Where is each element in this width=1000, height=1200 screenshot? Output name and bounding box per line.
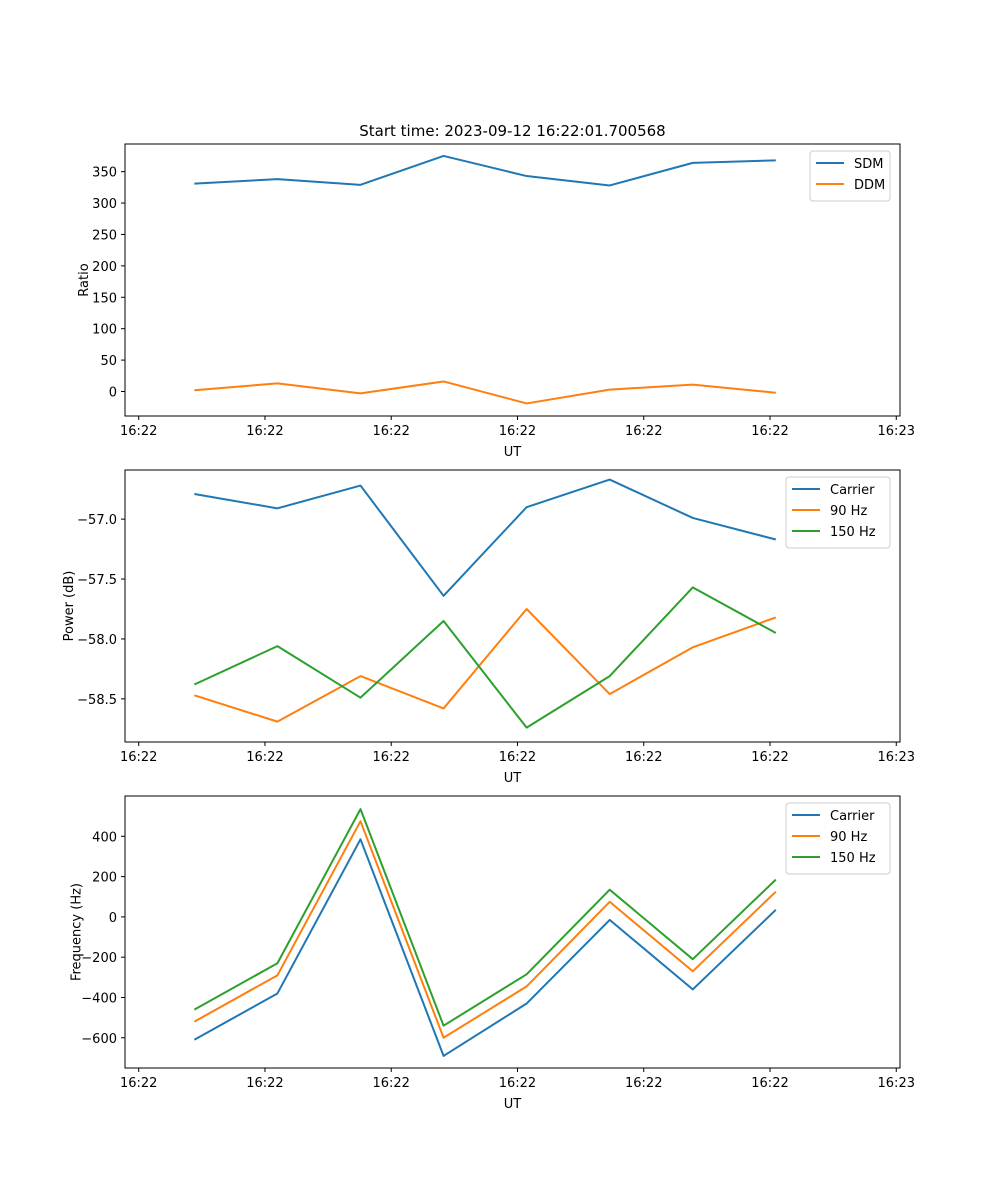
x-axis-label: UT — [504, 1097, 522, 1112]
x-tick-label: 16:22 — [499, 424, 536, 439]
chart-panel-2: 16:22 16:22 16:22 16:22 16:22 16:22 16:23 −58.5… — [62, 469, 915, 786]
x-tick-label: 16:22 — [625, 424, 662, 439]
y-tick-label: 300 — [92, 197, 117, 212]
axes-frame — [124, 469, 901, 743]
x-tick-label: 16:22 — [246, 1076, 283, 1091]
series-line-150-hz — [193, 808, 777, 1027]
series-line-carrier — [193, 838, 777, 1057]
y-tick-label: 250 — [92, 228, 117, 243]
x-tick-label: 16:22 — [625, 1076, 662, 1091]
chart-panel-1: 16:22 16:22 16:22 16:22 16:22 16:22 16:23 0 50 10… — [77, 143, 915, 460]
y-tick-label: 350 — [92, 166, 117, 181]
legend-label: Carrier — [830, 483, 875, 498]
x-tick-label: 16:23 — [878, 424, 915, 439]
y-tick-label: 0 — [109, 911, 117, 926]
x-tick-label: 16:22 — [751, 1076, 788, 1091]
panels: 16:22 16:22 16:22 16:22 16:22 16:22 16:23 0 50 10… — [62, 143, 915, 1112]
legend-label: 90 Hz — [830, 830, 867, 845]
legend-label: SDM — [854, 157, 883, 172]
x-tick-label: 16:22 — [372, 750, 409, 765]
x-tick-label: 16:22 — [246, 750, 283, 765]
x-tick-label: 16:22 — [751, 750, 788, 765]
x-tick-label: 16:22 — [751, 424, 788, 439]
y-tick-label: 150 — [92, 291, 117, 306]
series-line-carrier — [194, 478, 777, 597]
legend-label: DDM — [854, 178, 885, 193]
legend-label: Carrier — [830, 809, 875, 824]
x-tick-label: 16:23 — [878, 750, 915, 765]
figure-title: Start time: 2023-09-12 16:22:01.700568 — [359, 122, 665, 140]
y-tick-label: 50 — [100, 354, 117, 369]
x-tick-label: 16:23 — [878, 1076, 915, 1091]
y-tick-label: −200 — [81, 951, 117, 966]
x-tick-label: 16:22 — [120, 424, 157, 439]
x-tick-label: 16:22 — [120, 1076, 157, 1091]
series-line-sdm — [194, 154, 776, 187]
y-tick-label: 200 — [92, 871, 117, 886]
x-axis-label: UT — [504, 445, 522, 460]
series-line-150-hz — [193, 586, 777, 729]
legend-label: 150 Hz — [830, 525, 876, 540]
x-tick-label: 16:22 — [246, 424, 283, 439]
y-axis-label: Ratio — [77, 263, 92, 296]
y-tick-label: 400 — [92, 830, 117, 845]
series-line-90-hz — [194, 608, 777, 723]
y-tick-label: −600 — [81, 1032, 117, 1047]
axes-frame — [124, 795, 901, 1069]
y-axis-label: Power (dB) — [62, 571, 77, 642]
series-line-90-hz — [193, 820, 777, 1039]
y-tick-label: −57.0 — [77, 513, 117, 528]
x-tick-label: 16:22 — [499, 750, 536, 765]
legend: SDM DDM — [809, 150, 891, 202]
legend: Carrier 90 Hz 150 Hz — [785, 476, 891, 549]
x-tick-label: 16:22 — [372, 1076, 409, 1091]
x-axis-label: UT — [504, 771, 522, 786]
y-tick-label: −58.5 — [77, 693, 117, 708]
legend-label: 90 Hz — [830, 504, 867, 519]
x-tick-label: 16:22 — [120, 750, 157, 765]
x-tick-label: 16:22 — [499, 1076, 536, 1091]
y-tick-label: −400 — [81, 991, 117, 1006]
y-axis-label: Frequency (Hz) — [70, 883, 85, 981]
y-tick-label: −58.0 — [77, 633, 117, 648]
y-tick-label: 0 — [109, 386, 117, 401]
x-tick-label: 16:22 — [625, 750, 662, 765]
x-tick-label: 16:22 — [372, 424, 409, 439]
chart-panel-3: 16:22 16:22 16:22 16:22 16:22 16:22 16:23 −600 −… — [70, 795, 915, 1112]
axes-frame — [124, 143, 901, 417]
legend-label: 150 Hz — [830, 851, 876, 866]
y-tick-label: 100 — [92, 323, 117, 338]
series-line-ddm — [194, 380, 776, 405]
legend: Carrier 90 Hz 150 Hz — [785, 802, 891, 875]
y-tick-label: −57.5 — [77, 573, 117, 588]
y-tick-label: 200 — [92, 260, 117, 275]
